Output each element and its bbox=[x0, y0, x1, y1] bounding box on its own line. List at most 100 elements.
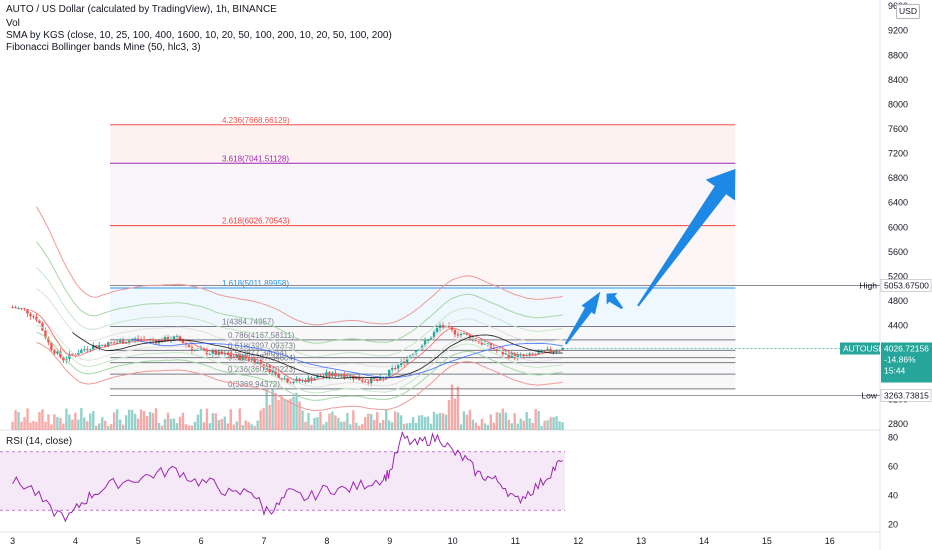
candle-body bbox=[71, 353, 74, 355]
volume-bar bbox=[343, 421, 346, 430]
price-tick-label: 6000 bbox=[888, 222, 908, 232]
volume-bar bbox=[408, 423, 412, 430]
candle-body bbox=[358, 377, 361, 381]
volume-bar bbox=[399, 415, 403, 430]
volume-bar bbox=[110, 424, 113, 430]
volume-bar bbox=[337, 417, 340, 430]
price-tick-label: 5600 bbox=[888, 247, 908, 257]
time-tick-label: 6 bbox=[199, 536, 204, 546]
time-tick-label: 3 bbox=[10, 536, 15, 546]
candle-body bbox=[438, 325, 442, 329]
candle-body bbox=[289, 382, 292, 384]
volume-bar bbox=[304, 421, 307, 430]
volume-bar bbox=[172, 418, 176, 430]
volume-bar bbox=[388, 420, 391, 430]
volume-bar bbox=[193, 421, 197, 430]
candle-body bbox=[35, 316, 38, 321]
volume-bar bbox=[322, 424, 325, 430]
volume-bar bbox=[402, 423, 406, 430]
volume-bar bbox=[68, 414, 71, 430]
candle-body bbox=[86, 349, 89, 351]
candle-body bbox=[456, 334, 460, 336]
fib-label: 0(3369.94372) bbox=[228, 380, 280, 389]
sma-legend: SMA by KGS (close, 10, 25, 100, 400, 160… bbox=[6, 30, 392, 41]
candle-body bbox=[130, 339, 134, 341]
fib-band-line bbox=[36, 341, 563, 412]
volume-bar bbox=[543, 420, 546, 430]
candle-body bbox=[405, 357, 409, 364]
price-tick-label: 9200 bbox=[888, 26, 908, 36]
candle-body bbox=[253, 359, 256, 364]
candle-body bbox=[217, 351, 221, 355]
time-tick-label: 8 bbox=[324, 536, 329, 546]
currency-button[interactable]: USD bbox=[896, 4, 920, 19]
volume-bar bbox=[405, 423, 409, 430]
candle-body bbox=[462, 333, 466, 335]
volume-bar bbox=[217, 419, 221, 430]
candle-body bbox=[277, 373, 280, 379]
volume-bar bbox=[298, 401, 301, 430]
volume-bar bbox=[420, 415, 424, 430]
low-tag-value: 3263.73815 bbox=[884, 390, 929, 400]
candle-body bbox=[89, 349, 92, 351]
symbol-tag-box bbox=[840, 342, 880, 355]
volume-bar bbox=[139, 409, 143, 430]
candle-body bbox=[163, 337, 167, 342]
volume-bar bbox=[441, 413, 445, 430]
candle-body bbox=[322, 375, 325, 377]
volume-bar bbox=[157, 422, 161, 430]
volume-bar bbox=[447, 399, 451, 430]
candle-body bbox=[172, 336, 176, 340]
projection-arrow bbox=[606, 293, 623, 310]
volume-bar bbox=[325, 421, 328, 430]
candle-body bbox=[118, 340, 122, 343]
candle-body bbox=[101, 344, 104, 346]
price-tick-label: 5200 bbox=[888, 271, 908, 281]
volume-bar bbox=[435, 414, 439, 430]
candle-body bbox=[38, 320, 41, 324]
time-tick-label: 11 bbox=[511, 536, 520, 546]
volume-bar bbox=[426, 416, 430, 430]
high-tag-box bbox=[880, 279, 932, 292]
volume-bar bbox=[101, 417, 104, 430]
sma-line bbox=[72, 332, 563, 379]
volume-bar bbox=[59, 418, 62, 430]
volume-bar bbox=[552, 417, 555, 430]
volume-bar bbox=[528, 418, 531, 430]
candle-body bbox=[199, 348, 203, 350]
volume-bar bbox=[474, 422, 478, 430]
candle-body bbox=[483, 343, 487, 345]
projection-arrow bbox=[637, 168, 736, 307]
candle-body bbox=[286, 378, 289, 383]
time-tick-label: 14 bbox=[699, 536, 709, 546]
candle-body bbox=[26, 309, 29, 314]
volume-bar bbox=[259, 410, 262, 430]
volume-bar bbox=[62, 423, 65, 430]
volume-bar bbox=[44, 421, 47, 430]
sma-line bbox=[131, 338, 563, 379]
candle-body bbox=[17, 308, 20, 310]
candle-body bbox=[399, 361, 403, 366]
volume-bar bbox=[411, 417, 415, 430]
volume-bar bbox=[166, 412, 170, 430]
volume-bar bbox=[301, 410, 304, 430]
volume-bar bbox=[534, 409, 537, 430]
time-tick-label: 5 bbox=[136, 536, 141, 546]
candle-body bbox=[104, 344, 107, 347]
volume-bar bbox=[265, 389, 268, 430]
volume-bar bbox=[367, 413, 370, 430]
fib-band-line bbox=[36, 318, 563, 388]
candle-body bbox=[181, 340, 185, 344]
candle-body bbox=[546, 349, 549, 351]
fib-band-line bbox=[36, 288, 563, 369]
volume-bar bbox=[549, 417, 552, 430]
volume-bar bbox=[118, 419, 122, 430]
volume-bar bbox=[29, 422, 32, 430]
volume-bar bbox=[92, 411, 95, 430]
candle-body bbox=[396, 365, 400, 369]
candle-body bbox=[340, 375, 343, 377]
volume-bar bbox=[495, 412, 499, 430]
fib-label: 3.618(7041.51128) bbox=[222, 154, 289, 163]
candle-body bbox=[331, 372, 334, 376]
